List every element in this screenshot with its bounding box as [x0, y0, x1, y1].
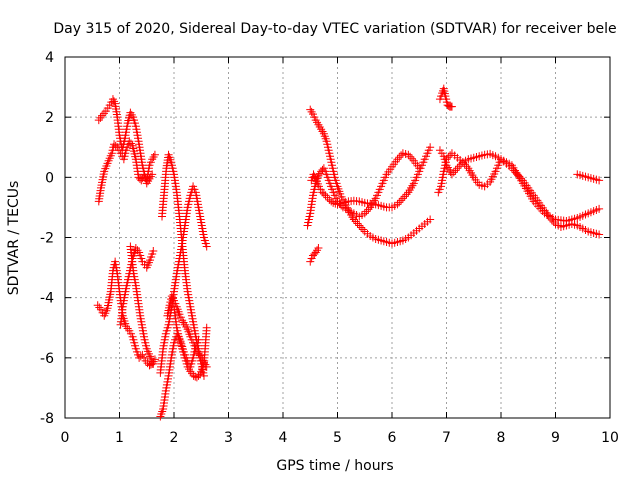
- data-point: [455, 162, 464, 171]
- data-point: [99, 109, 108, 118]
- y-axis-label: SDTVAR / TECUs: [6, 181, 22, 296]
- data-point: [393, 200, 402, 209]
- data-point: [457, 160, 466, 169]
- x-tick-label: 8: [497, 430, 506, 446]
- data-point: [353, 219, 362, 228]
- data-point: [447, 170, 456, 179]
- data-point: [395, 198, 404, 207]
- data-point: [136, 352, 145, 361]
- data-point: [426, 143, 435, 152]
- data-point: [323, 193, 332, 202]
- data-point: [516, 174, 525, 183]
- data-point: [415, 164, 424, 173]
- data-point: [360, 209, 369, 218]
- data-point: [364, 205, 373, 214]
- y-tick-label: 2: [45, 110, 54, 126]
- data-point: [453, 164, 462, 173]
- data-point: [314, 244, 323, 253]
- data-point: [362, 207, 371, 216]
- data-point: [400, 192, 409, 201]
- data-point: [357, 223, 366, 232]
- data-point: [111, 141, 120, 150]
- x-tick-label: 4: [279, 430, 288, 446]
- data-point: [96, 113, 105, 122]
- data-point: [515, 172, 524, 181]
- data-point: [335, 199, 344, 208]
- data-point: [202, 242, 211, 251]
- data-point: [595, 176, 604, 185]
- data-point: [407, 154, 416, 163]
- y-tick-label: -6: [40, 351, 54, 367]
- plot-frame: [64, 56, 611, 419]
- x-tick-label: 1: [115, 430, 124, 446]
- grid: [65, 57, 610, 418]
- data-point: [337, 201, 346, 210]
- data-point: [333, 197, 342, 206]
- data-point: [397, 151, 406, 160]
- data-point: [355, 221, 364, 230]
- data-point: [511, 168, 520, 177]
- x-tick-label: 5: [333, 430, 342, 446]
- x-tick-label: 0: [61, 430, 70, 446]
- data-point: [149, 359, 158, 368]
- data-point: [549, 217, 558, 226]
- data-point: [507, 164, 516, 173]
- data-point: [398, 194, 407, 203]
- data-point: [462, 162, 471, 171]
- data-point: [191, 372, 200, 381]
- x-tick-label: 7: [442, 430, 451, 446]
- data-point: [547, 215, 556, 224]
- y-tick-label: 0: [45, 170, 54, 186]
- data-point: [397, 196, 406, 205]
- data-point: [149, 247, 158, 256]
- data-point: [319, 189, 328, 198]
- data-point: [451, 166, 460, 175]
- data-point: [513, 170, 522, 179]
- data-point: [358, 225, 367, 234]
- x-tick-label: 3: [224, 430, 233, 446]
- data-point: [194, 371, 203, 380]
- chart-title: Day 315 of 2020, Sidereal Day-to-day VTE…: [53, 21, 616, 37]
- y-tick-label: 4: [45, 50, 54, 66]
- data-point: [595, 204, 604, 213]
- data-point: [449, 168, 458, 177]
- x-tick-label: 6: [388, 430, 397, 446]
- y-tick-label: -4: [40, 291, 54, 307]
- data-point: [395, 153, 404, 162]
- data-point: [595, 230, 604, 239]
- data-point: [509, 166, 518, 175]
- data-point: [150, 150, 159, 159]
- data-point: [351, 217, 360, 226]
- x-axis-label: GPS time / hours: [276, 458, 393, 474]
- x-tick-label: 10: [601, 430, 619, 446]
- data-point: [406, 152, 415, 161]
- data-point: [202, 323, 211, 332]
- data-point: [546, 213, 555, 222]
- y-tick-label: -8: [40, 411, 54, 427]
- data-point: [393, 155, 402, 164]
- data-point: [447, 102, 456, 111]
- data-points: [93, 84, 604, 421]
- x-tick-label: 2: [170, 430, 179, 446]
- x-tick-label: 9: [551, 430, 560, 446]
- data-point: [404, 150, 413, 159]
- y-tick-label: -2: [40, 231, 54, 247]
- data-point: [426, 215, 435, 224]
- data-point: [402, 190, 411, 199]
- data-point: [444, 153, 453, 162]
- tick-labels: 0 1 2 3 4 5 6 7 8 9 10 -8 -6 -4 -2 0 2 4: [40, 50, 619, 446]
